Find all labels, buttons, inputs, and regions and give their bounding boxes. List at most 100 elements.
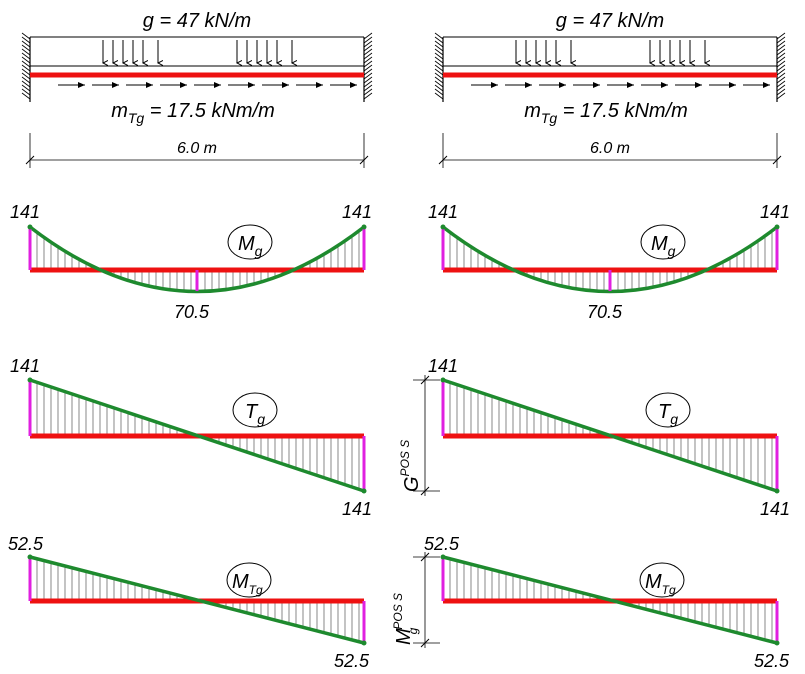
- wall-hatch-line: [21, 92, 31, 100]
- wall-hatch-line: [776, 56, 786, 64]
- torsion-tag-2: [639, 562, 685, 598]
- wall-hatch-line: [434, 32, 444, 40]
- wall-hatch-line: [434, 40, 444, 48]
- moment-left-value: 141: [10, 202, 40, 222]
- shear-bottom-value-2: 141: [760, 499, 790, 519]
- wall-hatch-line: [434, 44, 444, 52]
- wall-hatch-line: [363, 32, 373, 40]
- moment-diagram-2: 141 141 70.5 Mg: [428, 202, 790, 322]
- wall-hatch-line: [363, 72, 373, 80]
- loaded-beam-2: g = 47 kN/m mTg = 17.5 kNm/m: [434, 10, 786, 126]
- wall-hatch-line: [21, 80, 31, 88]
- moment-curve: [28, 225, 366, 294]
- shear-tag-label: Tg: [245, 401, 265, 427]
- wall-hatch-line: [776, 32, 786, 40]
- wall-hatch-line: [363, 76, 373, 84]
- span-dimension: 6.0 m: [25, 133, 369, 168]
- torsion-tag-label-2: MTg: [645, 571, 676, 597]
- wall-hatch-line: [21, 52, 31, 60]
- wall-hatch-line: [363, 52, 373, 60]
- moment-curve-2: [441, 225, 779, 294]
- wall-hatch-line: [776, 80, 786, 88]
- shear-tag-2: [645, 392, 691, 428]
- wall-hatch-line: [21, 76, 31, 84]
- shear-tag-label-2: Tg: [658, 401, 678, 427]
- wall-hatch-line: [434, 60, 444, 68]
- wall-hatch-line: [776, 68, 786, 76]
- wall-hatch-line: [434, 80, 444, 88]
- wall-hatch-line: [363, 56, 373, 64]
- moment-mid-value: 70.5: [174, 302, 210, 322]
- wall-hatch-line: [21, 56, 31, 64]
- span-label: 6.0 m: [177, 140, 217, 157]
- wall-hatch-line: [21, 44, 31, 52]
- distributed-load-arrows: [103, 40, 292, 63]
- loaded-beam: g = 47 kN/m mTg = 17.5 kNm/m: [21, 10, 373, 126]
- wall-hatch-line: [363, 44, 373, 52]
- torque-label-2: mTg = 17.5 kNm/m: [524, 100, 688, 126]
- wall-hatch-line: [363, 40, 373, 48]
- wall-hatch-line: [434, 92, 444, 100]
- wall-hatch-line: [363, 80, 373, 88]
- wall-hatch-line: [363, 64, 373, 72]
- wall-hatch-line: [776, 84, 786, 92]
- shear-line: [29, 378, 365, 493]
- left-column: g = 47 kN/m mTg = 17.5 kNm/m 6.0 m 141 1…: [8, 10, 373, 671]
- moment-tag: [227, 224, 273, 260]
- wall-hatch-line: [21, 40, 31, 48]
- left-wall-support-2: [434, 32, 444, 102]
- wall-hatch-line: [363, 48, 373, 56]
- torsion-tag: [226, 562, 272, 598]
- wall-hatch-line: [776, 76, 786, 84]
- right-wall-support: [363, 32, 373, 102]
- wall-hatch-line: [21, 32, 31, 40]
- wall-hatch-line: [21, 36, 31, 44]
- shear-reaction-dimension: GPOS S: [398, 375, 440, 496]
- distributed-load-arrows-2: [516, 40, 705, 63]
- shear-top-value-2: 141: [428, 356, 458, 376]
- right-column: g = 47 kN/m mTg = 17.5 kNm/m 6.0 m 141 1…: [424, 10, 790, 671]
- wall-hatch-line: [363, 68, 373, 76]
- wall-hatch-line: [434, 64, 444, 72]
- right-wall-support-2: [776, 32, 786, 102]
- shear-diagram: 141 141 Tg: [10, 356, 372, 519]
- torsion-bottom-value-2: 52.5: [754, 651, 790, 671]
- wall-hatch-line: [434, 76, 444, 84]
- shear-reaction-label: GPOS S: [398, 440, 423, 492]
- left-wall-support: [21, 32, 31, 102]
- torsion-reaction-dimension: MgPOS S: [391, 552, 440, 648]
- wall-hatch-line: [776, 52, 786, 60]
- wall-hatch-line: [434, 88, 444, 96]
- moment-right-value: 141: [342, 202, 372, 222]
- wall-hatch-line: [776, 36, 786, 44]
- wall-hatch-line: [21, 48, 31, 56]
- wall-hatch-line: [363, 84, 373, 92]
- wall-hatch-line: [776, 40, 786, 48]
- load-label: g = 47 kN/m: [143, 10, 251, 32]
- wall-hatch-line: [776, 64, 786, 72]
- shear-line-2: [442, 378, 778, 493]
- shear-diagram-2: 141 141 Tg: [428, 356, 790, 519]
- wall-hatch-line: [434, 56, 444, 64]
- moment-tag-label-2: Mg: [651, 233, 676, 259]
- wall-hatch-line: [434, 84, 444, 92]
- moment-tag-2: [640, 224, 686, 260]
- torsion-top-value: 52.5: [8, 534, 44, 554]
- wall-hatch-line: [21, 84, 31, 92]
- wall-hatch-line: [363, 88, 373, 96]
- shear-bottom-value: 141: [342, 499, 372, 519]
- wall-hatch-line: [776, 60, 786, 68]
- wall-hatch-line: [21, 88, 31, 96]
- wall-hatch-line: [776, 92, 786, 100]
- torsion-line-2: [442, 555, 778, 645]
- load-label-2: g = 47 kN/m: [556, 10, 664, 32]
- torsion-diagram: 52.5 52.5 MTg: [8, 534, 370, 671]
- wall-hatch-line: [434, 72, 444, 80]
- torsion-bottom-value: 52.5: [334, 651, 370, 671]
- wall-hatch-line: [363, 92, 373, 100]
- wall-hatch-line: [21, 60, 31, 68]
- wall-hatch-line: [434, 52, 444, 60]
- span-label-2: 6.0 m: [590, 140, 630, 157]
- wall-hatch-line: [363, 36, 373, 44]
